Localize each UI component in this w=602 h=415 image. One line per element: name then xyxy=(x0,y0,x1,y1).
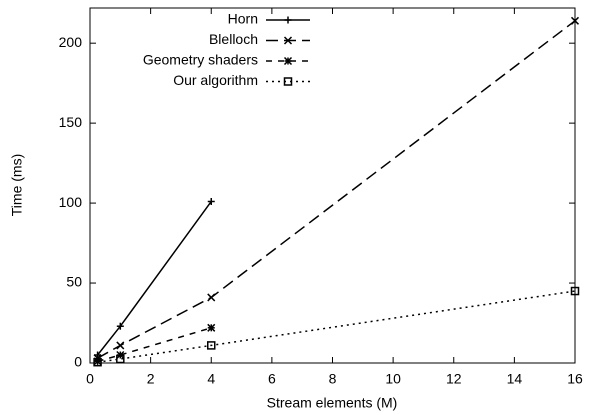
legend-label: Horn xyxy=(228,11,258,27)
series-line xyxy=(97,20,576,359)
y-tick-label: 150 xyxy=(59,114,83,130)
point xyxy=(283,56,293,66)
point xyxy=(283,77,293,86)
point xyxy=(116,341,125,350)
point xyxy=(207,197,215,205)
x-tick-label: 6 xyxy=(268,371,276,387)
x-axis-label: Stream elements (M) xyxy=(267,395,398,411)
legend-label: Geometry shaders xyxy=(143,52,258,68)
series-line xyxy=(97,327,212,363)
point xyxy=(207,323,216,332)
y-tick-label: 0 xyxy=(74,354,82,370)
legend-label: Our algorithm xyxy=(173,72,258,88)
point xyxy=(284,16,292,24)
point xyxy=(116,354,125,364)
point xyxy=(207,293,216,302)
x-tick-label: 2 xyxy=(147,371,155,387)
x-tick-label: 12 xyxy=(446,371,462,387)
y-axis-label: Time (ms) xyxy=(9,154,25,216)
point xyxy=(207,341,216,350)
point xyxy=(283,36,293,45)
point xyxy=(570,16,580,25)
x-tick-label: 4 xyxy=(207,371,215,387)
x-tick-label: 8 xyxy=(329,371,337,387)
y-tick-label: 100 xyxy=(59,194,83,210)
x-tick-label: 16 xyxy=(567,371,583,387)
x-tick-label: 0 xyxy=(86,371,94,387)
x-tick-label: 10 xyxy=(385,371,401,387)
x-tick-label: 14 xyxy=(507,371,523,387)
y-tick-label: 200 xyxy=(59,34,83,50)
series-line xyxy=(97,290,576,363)
y-tick-label: 50 xyxy=(66,274,82,290)
point xyxy=(93,357,102,367)
series-line xyxy=(96,201,212,356)
point xyxy=(116,322,124,330)
point xyxy=(570,286,580,296)
legend-label: Blelloch xyxy=(209,31,258,47)
